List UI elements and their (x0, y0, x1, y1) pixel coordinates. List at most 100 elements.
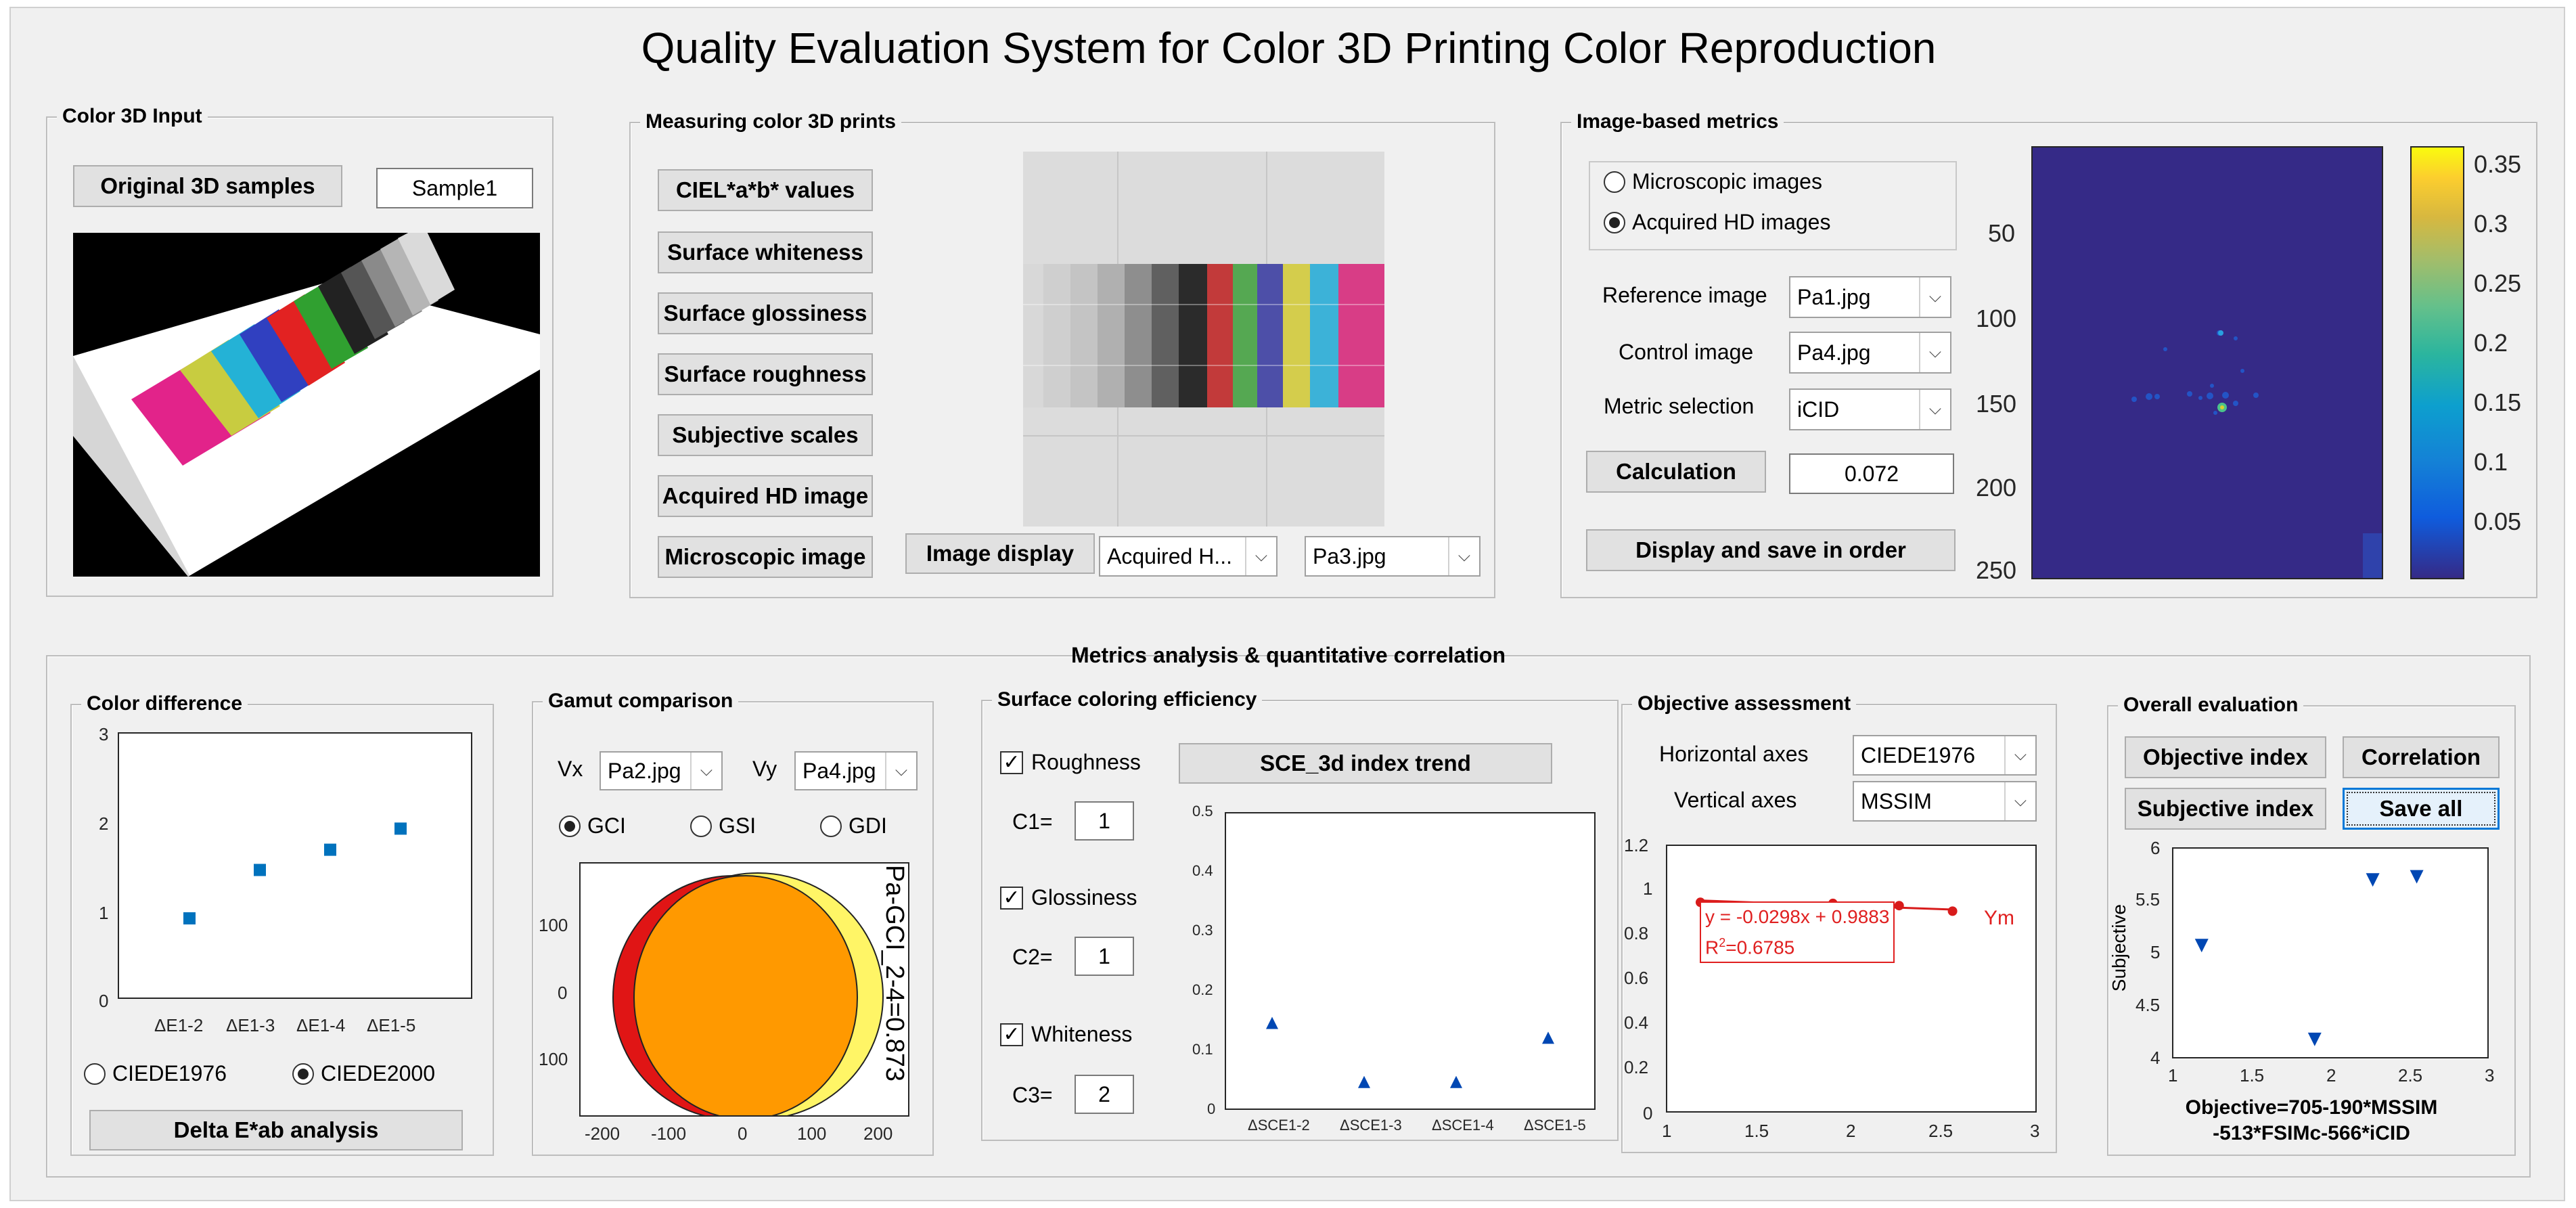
y-tick: 1.2 (1624, 835, 1649, 855)
checkbox-label: Roughness (1031, 750, 1141, 774)
surface-whiteness-button[interactable]: Surface whiteness (658, 231, 873, 273)
sample-name-field[interactable]: Sample1 (376, 168, 533, 208)
radio-label: CIEDE2000 (321, 1061, 435, 1086)
color-difference-chart (183, 822, 407, 924)
save-all-button[interactable]: Save all (2343, 788, 2500, 830)
gci-annotation: Pa-GCI_2-4=0.873 (880, 865, 909, 1082)
data-point (1450, 1075, 1462, 1088)
subjective-scales-button[interactable]: Subjective scales (658, 414, 873, 456)
c1-label: C1= (1012, 809, 1053, 834)
whiteness-checkbox[interactable]: ✓ Whiteness (1000, 1022, 1132, 1047)
metric-select[interactable]: iCID ⌵ (1789, 388, 1951, 430)
sce-plot (1225, 812, 1596, 1110)
gsi-radio[interactable]: GSI (690, 813, 756, 838)
radio-label: GDI (849, 813, 887, 838)
cielab-values-button[interactable]: CIEL*a*b* values (658, 169, 873, 211)
colorbar-tick: 0.1 (2474, 448, 2508, 476)
display-save-order-button[interactable]: Display and save in order (1586, 529, 1956, 571)
y-tick: 2 (99, 813, 109, 834)
sce-index-trend-button[interactable]: SCE_3d index trend (1179, 743, 1552, 784)
acquired-hd-images-radio[interactable]: Acquired HD images (1604, 210, 1830, 235)
radio-label: GSI (719, 813, 756, 838)
y-tick: 3 (99, 724, 109, 744)
map-ytick: 50 (1988, 219, 2016, 247)
vx-select[interactable]: Pa2.jpg ⌵ (600, 751, 723, 790)
color-3d-input-panel: Color 3D Input Original 3D samples Sampl… (46, 104, 553, 597)
chevron-down-icon: ⌵ (2004, 736, 2035, 774)
y-tick: 1 (99, 903, 109, 923)
overall-xlabel-line1: Objective=705-190*MSSIM (2185, 1096, 2438, 1119)
select-value: MSSIM (1861, 788, 1932, 813)
data-point (1266, 1016, 1278, 1029)
checkmark-icon: ✓ (1000, 1023, 1023, 1046)
legend-ym: Ym (1984, 907, 2014, 929)
difference-map (2031, 146, 2383, 579)
measuring-panel: Measuring color 3D prints CIEL*a*b* valu… (629, 110, 1495, 598)
surface-roughness-button[interactable]: Surface roughness (658, 353, 873, 395)
image-source-select[interactable]: Acquired H... ⌵ (1099, 536, 1278, 577)
ciede2000-radio[interactable]: CIEDE2000 (292, 1061, 435, 1086)
delta-e-analysis-button[interactable]: Delta E*ab analysis (89, 1110, 463, 1150)
panel-title: Color difference (81, 692, 248, 716)
overall-ylabel: Subjective (2108, 904, 2129, 992)
map-ytick: 100 (1976, 305, 2017, 332)
x-tick: 3 (2485, 1065, 2495, 1086)
select-value: Acquired H... (1107, 543, 1232, 568)
correlation-button[interactable]: Correlation (2343, 736, 2500, 778)
data-point (2410, 870, 2424, 884)
panel-title: Surface coloring efficiency (992, 688, 1263, 712)
c2-field[interactable]: 1 (1075, 937, 1134, 976)
image-file-select[interactable]: Pa3.jpg ⌵ (1305, 536, 1481, 577)
image-display-button[interactable]: Image display (905, 533, 1095, 574)
y-tick: 0.4 (1192, 862, 1213, 879)
data-point (1358, 1075, 1370, 1088)
gamut-chart (612, 872, 884, 1115)
horizontal-axes-select[interactable]: CIEDE1976 ⌵ (1853, 735, 2037, 776)
glossiness-checkbox[interactable]: ✓ Glossiness (1000, 885, 1137, 910)
radio-label: Microscopic images (1632, 169, 1822, 194)
microscopic-image-button[interactable]: Microscopic image (658, 536, 873, 578)
ciede1976-radio[interactable]: CIEDE1976 (84, 1061, 227, 1086)
reference-image-select[interactable]: Pa1.jpg ⌵ (1789, 276, 1951, 318)
roughness-checkbox[interactable]: ✓ Roughness (1000, 750, 1141, 775)
gdi-radio[interactable]: GDI (820, 813, 887, 838)
x-tick: -100 (651, 1123, 687, 1144)
x-tick: 100 (797, 1123, 827, 1144)
radio-label: Acquired HD images (1632, 210, 1831, 234)
control-image-select[interactable]: Pa4.jpg ⌵ (1789, 332, 1951, 374)
y-tick: 5 (2150, 942, 2161, 962)
y-tick: 100 (539, 1049, 568, 1069)
calculation-button[interactable]: Calculation (1586, 451, 1766, 493)
calculation-result-field[interactable]: 0.072 (1789, 453, 1954, 494)
original-3d-samples-button[interactable]: Original 3D samples (73, 165, 342, 207)
objective-assessment-panel: Objective assessment Horizontal axes CIE… (1621, 692, 2057, 1153)
y-tick: 0 (1643, 1103, 1653, 1123)
overall-chart (2194, 870, 2424, 1046)
subjective-index-button[interactable]: Subjective index (2125, 788, 2326, 830)
surface-glossiness-button[interactable]: Surface glossiness (658, 292, 873, 334)
regression-equation-box: y = -0.0298x + 0.9883 R2=0.6785 (1700, 901, 1895, 964)
surface-coloring-panel: Surface coloring efficiency ✓ Roughness C… (981, 688, 1619, 1141)
select-value: Pa2.jpg (608, 758, 681, 783)
y-tick: 0.5 (1192, 803, 1213, 820)
vertical-axes-select[interactable]: MSSIM ⌵ (1853, 781, 2037, 822)
microscopic-images-radio[interactable]: Microscopic images (1604, 169, 1822, 194)
vertical-axes-label: Vertical axes (1674, 788, 1797, 812)
select-value: CIEDE1976 (1861, 742, 1975, 767)
3d-sample-preview (73, 225, 540, 577)
c3-field[interactable]: 2 (1075, 1075, 1134, 1114)
checkbox-label: Whiteness (1031, 1022, 1133, 1046)
x-tick: ΔSCE1-3 (1340, 1117, 1402, 1134)
acquired-hd-image-button[interactable]: Acquired HD image (658, 475, 873, 517)
chevron-down-icon: ⌵ (2004, 782, 2035, 820)
colorbar-tick: 0.35 (2474, 150, 2522, 178)
checkmark-icon: ✓ (1000, 886, 1023, 910)
radio-circle (559, 815, 581, 837)
objective-index-button[interactable]: Objective index (2125, 736, 2326, 778)
c1-field[interactable]: 1 (1075, 801, 1134, 841)
app-window: Quality Evaluation System for Color 3D P… (9, 7, 2565, 1201)
vy-select[interactable]: Pa4.jpg ⌵ (794, 751, 918, 790)
gci-radio[interactable]: GCI (559, 813, 626, 838)
y-tick: 0.6 (1624, 968, 1649, 988)
x-tick: 1 (2168, 1065, 2178, 1086)
